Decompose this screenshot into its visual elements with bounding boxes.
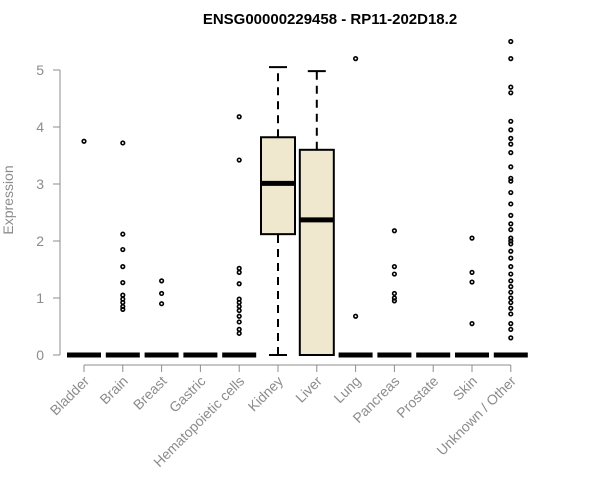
outlier-point	[159, 290, 165, 297]
outlier-point	[508, 321, 514, 327]
outlier-point	[508, 164, 514, 170]
outlier-point	[469, 235, 475, 241]
outlier-point	[120, 299, 126, 306]
outlier-point	[391, 290, 398, 297]
outlier-point	[236, 319, 242, 325]
x-tick-label: Prostate	[393, 373, 441, 421]
y-tick-label: 4	[36, 119, 44, 135]
outlier-point	[236, 281, 242, 287]
box-group	[222, 114, 257, 358]
outlier-point	[353, 55, 359, 62]
box-group	[67, 138, 101, 358]
outlier-point	[508, 212, 514, 218]
outlier-point	[120, 231, 126, 237]
box-group	[455, 235, 489, 358]
y-tick-label: 1	[36, 290, 44, 306]
outlier-point	[508, 141, 514, 147]
outlier-point	[120, 306, 126, 313]
outlier-point	[508, 227, 514, 233]
outlier-point	[236, 265, 242, 271]
outlier-point	[391, 264, 398, 270]
outlier-point	[508, 241, 514, 247]
box-group	[377, 228, 412, 358]
outlier-point	[508, 299, 514, 306]
outlier-point	[391, 271, 398, 277]
outlier-point	[120, 292, 126, 298]
outlier-point	[159, 301, 165, 307]
y-tick-label: 2	[36, 233, 44, 249]
outlier-point	[508, 305, 514, 311]
x-tick-label: Breast	[130, 373, 170, 413]
outlier-point	[236, 269, 242, 275]
y-tick-label: 5	[36, 62, 44, 78]
outlier-point	[508, 90, 514, 96]
chart-title: ENSG00000229458 - RP11-202D18.2	[203, 11, 457, 28]
outlier-point	[508, 127, 514, 133]
outlier-point	[508, 335, 514, 341]
outlier-point	[508, 178, 514, 184]
box-group	[493, 38, 528, 358]
y-axis: 0 1 2 3 4 5	[36, 62, 61, 363]
outlier-point	[508, 221, 514, 227]
box-group	[298, 70, 335, 356]
box-group	[144, 278, 179, 358]
outlier-point	[508, 38, 514, 45]
outlier-point	[508, 150, 514, 156]
box-group	[338, 55, 373, 358]
x-tick-label: Bladder	[47, 373, 93, 419]
box-group	[260, 66, 296, 356]
outlier-point	[508, 118, 514, 124]
outlier-point	[159, 278, 165, 284]
outlier-point	[120, 264, 126, 270]
outlier-point	[508, 255, 514, 261]
x-tick-label: Brain	[96, 373, 130, 407]
outlier-point	[469, 269, 475, 275]
outlier-point	[353, 313, 359, 319]
outlier-point	[508, 248, 514, 254]
outlier-point	[508, 311, 514, 317]
y-axis-label: Expression	[0, 165, 16, 234]
outlier-point	[508, 284, 514, 290]
x-tick-label: Kidney	[245, 373, 287, 415]
outlier-point	[508, 289, 514, 295]
outlier-point	[508, 55, 514, 62]
outlier-point	[508, 189, 514, 196]
outlier-point	[391, 298, 398, 304]
outlier-point	[391, 228, 398, 234]
outlier-point	[236, 330, 242, 336]
outlier-point	[508, 271, 514, 277]
outlier-point	[120, 140, 126, 146]
box-group	[105, 140, 140, 358]
outlier-point	[236, 303, 242, 310]
outlier-point	[508, 135, 514, 141]
outlier-point	[508, 278, 514, 284]
outlier-point	[469, 279, 475, 285]
outlier-point	[120, 246, 126, 253]
outlier-point	[81, 138, 87, 144]
outlier-point	[508, 201, 514, 207]
outlier-point	[120, 280, 126, 286]
box-iqr	[298, 148, 335, 356]
outlier-point	[508, 264, 514, 270]
outlier-point	[236, 299, 242, 306]
outlier-point	[236, 114, 242, 120]
outlier-point	[236, 313, 242, 319]
x-tick-label: Lung	[330, 373, 363, 406]
boxes	[67, 38, 528, 358]
outlier-point	[236, 326, 242, 332]
outlier-point	[508, 295, 514, 301]
y-tick-label: 0	[36, 347, 44, 363]
outlier-point	[469, 321, 475, 327]
outlier-point	[236, 157, 242, 163]
outlier-point	[508, 326, 514, 332]
outlier-point	[508, 84, 514, 90]
x-tick-label: Liver	[292, 373, 325, 406]
y-tick-label: 3	[36, 176, 44, 192]
x-tick-label: Skin	[450, 373, 481, 404]
outlier-point	[236, 307, 242, 314]
